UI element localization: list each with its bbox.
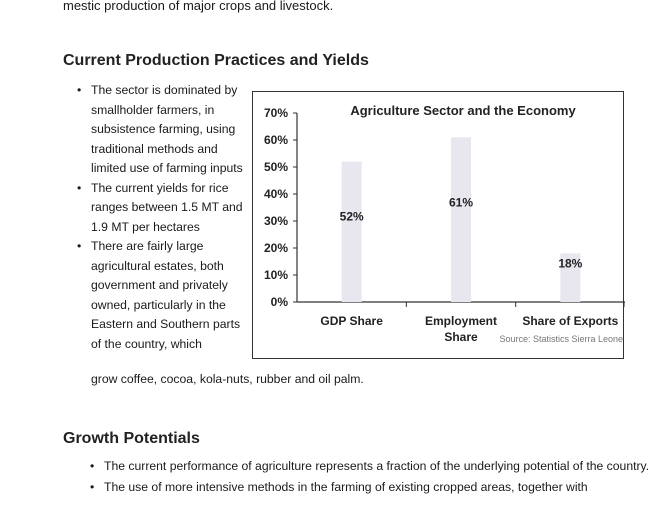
x-category-label: GDP Share: [320, 314, 383, 328]
x-category-label: Employment: [425, 314, 497, 328]
chart-frame: Agriculture Sector and the Economy 0% 10% 2…: [252, 91, 625, 359]
section-heading-growth: Growth Potentials: [63, 430, 200, 447]
x-category-label: Share: [444, 330, 478, 344]
y-tick-label: 40%: [264, 187, 288, 201]
intro-text: mestic production of major crops and liv…: [63, 0, 334, 13]
bullet-continuation: grow coffee, cocoa, kola-nuts, rubber an…: [91, 372, 364, 386]
bar-data-label: 18%: [558, 256, 582, 270]
bar-data-label: 61%: [449, 195, 473, 209]
bar-employment-share: [451, 137, 471, 302]
bullet-item: The current yields for rice ranges betwe…: [77, 179, 252, 238]
growth-bullet-list: The current performance of agriculture r…: [90, 456, 650, 498]
x-category-label: Share of Exports: [522, 314, 618, 328]
section-heading-production: Current Production Practices and Yields: [63, 52, 369, 69]
chart-source: Source: Statistics Sierra Leone: [499, 334, 623, 344]
y-tick-label: 30%: [264, 214, 288, 228]
bullet-item: There are fairly large agricultural esta…: [77, 237, 252, 354]
bar-gdp-share: [341, 161, 362, 302]
chart-title: Agriculture Sector and the Economy: [350, 103, 576, 118]
y-tick-label: 0%: [271, 295, 289, 309]
bar-data-label: 52%: [340, 210, 364, 224]
bullet-item: The sector is dominated by smallholder f…: [77, 81, 252, 179]
bar-share-of-exports: [560, 253, 581, 302]
y-tick-label: 10%: [264, 268, 288, 282]
y-tick-label: 20%: [264, 241, 288, 255]
production-bullet-list: The sector is dominated by smallholder f…: [77, 81, 252, 354]
y-tick-label: 70%: [264, 106, 288, 120]
y-tick-label: 60%: [264, 133, 288, 147]
bullet-item: The current performance of agriculture r…: [90, 456, 650, 477]
agriculture-bar-chart: Agriculture Sector and the Economy 0% 10% 2…: [264, 103, 625, 344]
bullet-item: The use of more intensive methods in the…: [90, 477, 650, 498]
y-tick-label: 50%: [264, 160, 288, 174]
